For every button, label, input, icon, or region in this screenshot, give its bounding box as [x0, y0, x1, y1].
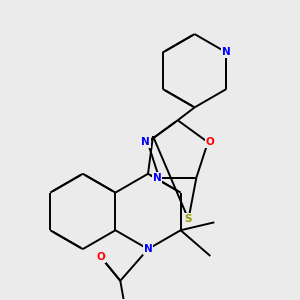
Text: O: O — [96, 252, 105, 262]
Text: N: N — [222, 47, 231, 57]
Text: N: N — [144, 244, 152, 254]
Text: O: O — [206, 137, 214, 147]
Text: S: S — [185, 214, 192, 224]
Text: N: N — [153, 172, 161, 183]
Text: N: N — [141, 137, 150, 147]
